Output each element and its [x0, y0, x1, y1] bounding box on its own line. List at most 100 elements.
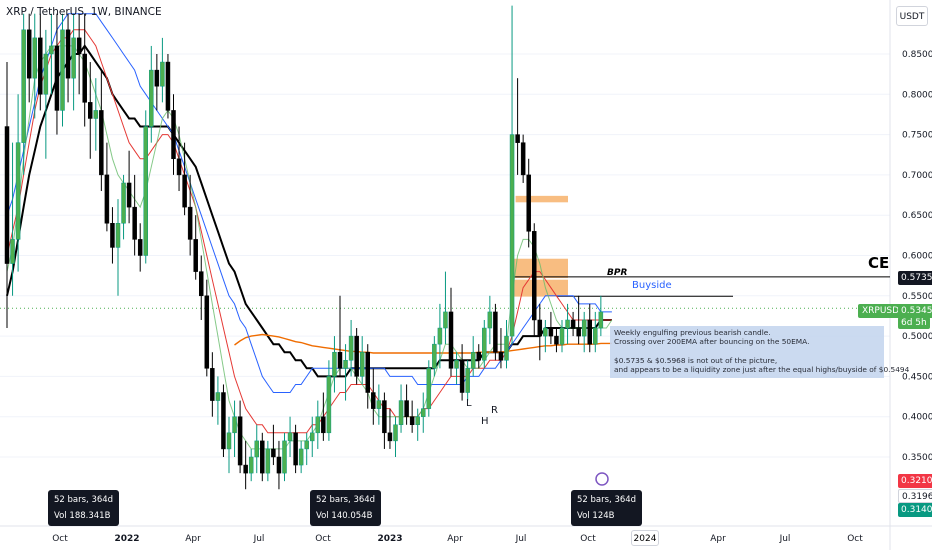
candle[interactable] [321, 416, 326, 434]
candle[interactable] [88, 102, 93, 119]
candle[interactable] [348, 335, 354, 361]
candle[interactable] [54, 45, 60, 111]
analysis-note[interactable]: Weekly engulfing previous bearish candle… [610, 326, 909, 378]
candle[interactable] [199, 271, 204, 297]
candle[interactable] [404, 400, 409, 417]
candle[interactable] [82, 53, 87, 103]
candle[interactable] [371, 392, 376, 409]
candle[interactable] [143, 126, 148, 256]
candle[interactable] [459, 360, 465, 393]
candle[interactable] [10, 239, 15, 264]
currency-button[interactable]: USDT [896, 6, 928, 26]
candle[interactable] [215, 392, 221, 401]
candle[interactable] [121, 182, 126, 224]
candle[interactable] [126, 182, 132, 208]
candle[interactable] [570, 319, 576, 329]
candle[interactable] [171, 110, 176, 160]
candle[interactable] [132, 206, 137, 240]
candle[interactable] [548, 327, 554, 337]
candle[interactable] [520, 142, 526, 176]
candle[interactable] [526, 174, 531, 232]
candle[interactable] [581, 319, 587, 337]
candle[interactable] [393, 424, 398, 442]
range-stats-box[interactable]: 52 bars, 364d Vol 124B [571, 490, 643, 526]
candle[interactable] [265, 448, 271, 474]
candle[interactable] [359, 351, 365, 377]
candle[interactable] [398, 400, 404, 426]
candle[interactable] [482, 327, 487, 361]
candle[interactable] [221, 392, 226, 450]
candle[interactable] [160, 61, 165, 87]
candle[interactable] [387, 432, 393, 442]
candle[interactable] [149, 69, 154, 127]
fvg-zone[interactable] [510, 279, 568, 297]
candle[interactable] [182, 174, 187, 208]
range-stats-box[interactable]: 52 bars, 364d Vol 140.054B [310, 490, 382, 526]
candle[interactable] [537, 319, 543, 337]
candle[interactable] [282, 440, 287, 474]
candle[interactable] [254, 440, 259, 458]
candle[interactable] [204, 295, 210, 369]
candle[interactable] [376, 400, 382, 409]
event-marker-icon[interactable] [595, 472, 609, 486]
fvg-zone[interactable] [510, 258, 568, 279]
candle[interactable] [315, 416, 321, 434]
candle[interactable] [565, 319, 570, 329]
symbol-title[interactable]: XRP / TetherUS, 1W, BINANCE [6, 6, 162, 18]
candle[interactable] [71, 37, 76, 79]
candle[interactable] [176, 158, 182, 176]
candle[interactable] [298, 448, 304, 466]
candle[interactable] [598, 311, 604, 329]
candle[interactable] [470, 351, 476, 369]
candle[interactable] [260, 440, 265, 474]
candle[interactable] [38, 37, 43, 95]
candle[interactable] [210, 368, 215, 401]
candle[interactable] [287, 432, 293, 442]
candle[interactable] [237, 416, 243, 466]
candle[interactable] [32, 37, 37, 79]
candle[interactable] [15, 142, 21, 240]
candle[interactable] [493, 311, 498, 353]
candle[interactable] [187, 206, 193, 240]
candle[interactable] [354, 335, 359, 377]
candle[interactable] [332, 351, 337, 377]
candle[interactable] [543, 327, 548, 337]
candle[interactable] [504, 335, 509, 361]
candle[interactable] [415, 416, 420, 426]
candle[interactable] [448, 311, 454, 369]
candle[interactable] [498, 351, 504, 361]
candle[interactable] [26, 29, 32, 79]
candle[interactable] [65, 29, 71, 79]
candle[interactable] [154, 69, 160, 87]
candle[interactable] [115, 223, 121, 248]
candle[interactable] [310, 432, 315, 442]
candle[interactable] [60, 29, 65, 111]
candle[interactable] [226, 432, 232, 450]
candle[interactable] [243, 464, 248, 474]
candle[interactable] [326, 376, 332, 434]
candle[interactable] [248, 456, 254, 474]
candle[interactable] [337, 351, 343, 369]
candle[interactable] [437, 327, 443, 345]
candle[interactable] [49, 45, 54, 55]
candle[interactable] [509, 134, 515, 337]
candle[interactable] [304, 440, 309, 450]
candle[interactable] [554, 335, 559, 345]
candle[interactable] [104, 174, 110, 224]
candle[interactable] [432, 343, 437, 369]
candle[interactable] [559, 327, 565, 345]
candle[interactable] [576, 327, 581, 337]
candle[interactable] [515, 134, 520, 143]
candle[interactable] [426, 368, 432, 409]
candle[interactable] [487, 311, 493, 329]
candle[interactable] [165, 61, 171, 111]
candle[interactable] [271, 448, 276, 458]
candle[interactable] [193, 239, 198, 272]
candle[interactable] [587, 319, 592, 345]
candle[interactable] [137, 239, 143, 256]
candle[interactable] [409, 416, 415, 426]
candle[interactable] [93, 110, 99, 119]
candle[interactable] [99, 110, 104, 176]
candle[interactable] [421, 408, 426, 417]
